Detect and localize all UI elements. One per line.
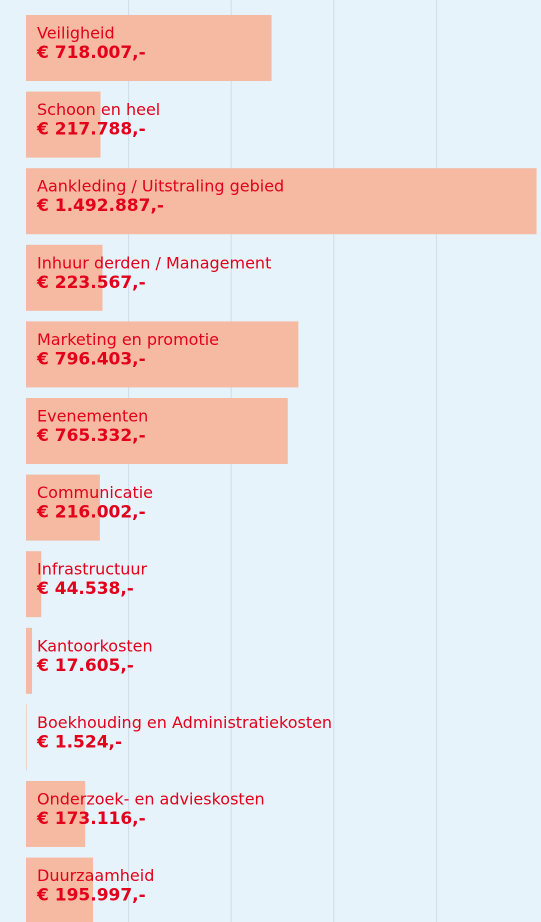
- bar: [26, 398, 288, 464]
- bar: [26, 627, 33, 694]
- value-label: € 796.403,-: [36, 349, 146, 369]
- value-label: € 17.605,-: [36, 656, 134, 676]
- bar: [26, 15, 272, 81]
- bar: [26, 244, 103, 311]
- category-label: Schoon en heel: [37, 100, 160, 119]
- category-label: Duurzaamheid: [37, 866, 154, 885]
- bar: [26, 781, 86, 847]
- value-label: € 765.332,-: [36, 426, 146, 446]
- value-label: € 1.492.887,-: [36, 196, 164, 216]
- category-label: Evenementen: [37, 407, 148, 426]
- value-label: € 1.524,-: [36, 732, 122, 752]
- bar: [26, 91, 101, 158]
- category-label: Onderzoek- en advieskosten: [37, 790, 265, 809]
- value-label: € 217.788,-: [36, 120, 146, 140]
- bar: [26, 551, 42, 618]
- category-label: Inhuur derden / Management: [37, 253, 271, 272]
- value-label: € 718.007,-: [36, 43, 146, 63]
- value-label: € 173.116,-: [36, 809, 146, 829]
- bar: [26, 168, 537, 235]
- category-label: Boekhouding en Administratiekosten: [37, 713, 332, 732]
- category-label: Kantoorkosten: [37, 636, 153, 655]
- bar: [26, 321, 299, 388]
- category-label: Communicatie: [37, 483, 153, 502]
- bar: [26, 704, 27, 771]
- category-label: Veiligheid: [37, 24, 115, 43]
- category-label: Infrastructuur: [37, 560, 148, 579]
- value-label: € 223.567,-: [36, 273, 146, 293]
- value-label: € 195.997,-: [36, 886, 146, 906]
- bar: [26, 857, 94, 922]
- bar: [26, 474, 100, 541]
- category-label: Marketing en promotie: [37, 330, 219, 349]
- value-label: € 216.002,-: [36, 503, 146, 523]
- category-label: Aankleding / Uitstraling gebied: [37, 177, 284, 196]
- value-label: € 44.538,-: [36, 579, 134, 599]
